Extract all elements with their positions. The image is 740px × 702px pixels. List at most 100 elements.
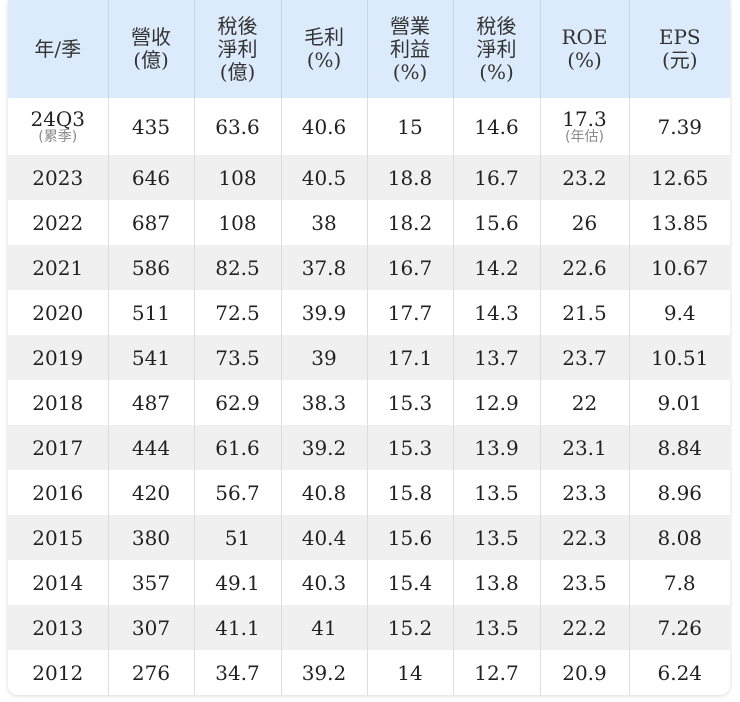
cell-net-income: 62.9 <box>193 380 281 425</box>
cell-net-margin: 13.9 <box>452 425 540 470</box>
cell-eps: 8.08 <box>628 515 730 560</box>
table-row: 2017 444 61.6 39.2 15.3 13.9 23.1 8.84 <box>8 425 730 470</box>
table-row: 2014 357 49.1 40.3 15.4 13.8 23.5 7.8 <box>8 560 730 605</box>
header-line: 稅後 <box>217 13 258 38</box>
cell-period: 2016 <box>32 480 84 505</box>
cell-period: 2020 <box>32 300 84 325</box>
cell-revenue: 380 <box>107 515 194 560</box>
cell-period: 2013 <box>8 605 108 650</box>
cell-roe: 22.6 <box>539 245 629 290</box>
cell-roe: 23.5 <box>539 560 629 605</box>
header-line: ROE <box>561 25 608 49</box>
cell-period: 2015 <box>8 515 108 560</box>
cell-eps: 7.26 <box>628 605 730 650</box>
cell-roe: 22 <box>539 380 629 425</box>
cell-period: 2023 <box>8 155 108 200</box>
cell-gross-margin: 40.5 <box>280 155 367 200</box>
header-line: 稅後 <box>476 13 517 38</box>
cell-gross-margin: 39 <box>280 335 367 380</box>
roe-value: 17.3 <box>562 107 607 131</box>
cell-revenue: 276 <box>107 650 194 695</box>
roe-note: (年估) <box>565 129 604 145</box>
header-eps: EPS (元) <box>628 0 730 98</box>
header-line: (億) <box>219 59 256 84</box>
cell-roe: 22.2 <box>539 605 629 650</box>
cell-eps: 13.85 <box>628 200 730 245</box>
cell-operating-margin: 15 <box>366 98 453 155</box>
cell-net-income: 41.1 <box>193 605 281 650</box>
header-line: 淨利 <box>476 36 517 61</box>
cell-operating-margin: 17.7 <box>366 290 453 335</box>
header-line: (元) <box>661 48 698 72</box>
cell-net-income: 108 <box>193 155 281 200</box>
cell-operating-margin: 15.2 <box>366 605 453 650</box>
cell-net-margin: 14.6 <box>452 98 540 155</box>
cell-revenue: 646 <box>107 155 194 200</box>
cell-eps: 7.39 <box>628 98 730 155</box>
cell-eps: 9.01 <box>628 380 730 425</box>
cell-net-income: 73.5 <box>193 335 281 380</box>
cell-period: 2022 <box>32 210 84 235</box>
cell-period: 2012 <box>32 660 84 685</box>
cell-period: 24Q3 (累季) <box>8 98 108 155</box>
cell-net-income: 61.6 <box>193 425 281 470</box>
cell-gross-margin: 40.4 <box>280 515 367 560</box>
cell-roe: 23.7 <box>539 335 629 380</box>
cell-eps: 6.24 <box>628 650 730 695</box>
table-row: 2023 646 108 40.5 18.8 16.7 23.2 12.65 <box>8 155 730 200</box>
cell-period: 2014 <box>32 570 84 595</box>
cell-operating-margin: 16.7 <box>366 245 453 290</box>
cell-operating-margin: 14 <box>366 650 453 695</box>
table-row: 2013 307 41.1 41 15.2 13.5 22.2 7.26 <box>8 605 730 650</box>
cell-net-margin: 12.9 <box>452 380 540 425</box>
cell-net-margin: 16.7 <box>452 155 540 200</box>
header-gross-margin: 毛利 (%) <box>280 0 367 98</box>
cell-operating-margin: 15.3 <box>366 425 453 470</box>
cell-roe: 23.3 <box>539 470 629 515</box>
cell-net-margin: 13.5 <box>452 470 540 515</box>
table-row: 2016 420 56.7 40.8 15.8 13.5 23.3 8.96 <box>8 470 730 515</box>
cell-period: 2018 <box>32 390 84 415</box>
cell-operating-margin: 15.3 <box>366 380 453 425</box>
cell-net-margin: 14.2 <box>452 245 540 290</box>
cell-net-margin: 13.7 <box>452 335 540 380</box>
header-line: 淨利 <box>217 36 258 61</box>
header-line: (%) <box>392 59 428 84</box>
financial-table-card: 年/季 營收 (億) 稅後 淨利 (億) 毛利 (%) 營業 利益 <box>8 0 730 695</box>
table-row: 2021 586 82.5 37.8 16.7 14.2 22.6 10.67 <box>8 245 730 290</box>
cell-net-income: 108 <box>193 200 281 245</box>
header-operating-margin: 營業 利益 (%) <box>366 0 453 98</box>
cell-revenue: 444 <box>107 425 194 470</box>
header-line: (億) <box>133 48 169 72</box>
cell-eps: 8.84 <box>628 425 730 470</box>
cell-roe: 22.3 <box>539 515 629 560</box>
table-row: 2020 511 72.5 39.9 17.7 14.3 21.5 9.4 <box>8 290 730 335</box>
cell-revenue: 687 <box>107 200 194 245</box>
financial-table: 年/季 營收 (億) 稅後 淨利 (億) 毛利 (%) 營業 利益 <box>8 0 730 695</box>
cell-net-income: 82.5 <box>193 245 281 290</box>
table-row: 2019 541 73.5 39 17.1 13.7 23.7 10.51 <box>8 335 730 380</box>
cell-net-income: 34.7 <box>193 650 281 695</box>
cell-net-margin: 14.3 <box>452 290 540 335</box>
cell-revenue: 435 <box>107 98 194 155</box>
cell-roe: 23.2 <box>539 155 629 200</box>
header-line: 毛利 <box>304 25 344 49</box>
cell-net-income: 56.7 <box>193 470 281 515</box>
cell-gross-margin: 39.9 <box>280 290 367 335</box>
cell-gross-margin: 38 <box>280 200 367 245</box>
cell-operating-margin: 15.6 <box>366 515 453 560</box>
cell-gross-margin: 39.2 <box>280 650 367 695</box>
cell-gross-margin: 39.2 <box>280 425 367 470</box>
header-period: 年/季 <box>8 0 108 98</box>
cell-operating-margin: 17.1 <box>366 335 453 380</box>
table-row: 2022 687 108 38 18.2 15.6 26 13.85 <box>8 200 730 245</box>
cell-net-income: 72.5 <box>193 290 281 335</box>
cell-net-income: 51 <box>193 515 281 560</box>
cell-gross-margin: 40.8 <box>280 470 367 515</box>
cell-revenue: 420 <box>107 470 194 515</box>
header-line: EPS <box>658 25 701 49</box>
cell-roe: 20.9 <box>539 650 629 695</box>
cell-revenue: 541 <box>107 335 194 380</box>
cell-operating-margin: 15.8 <box>366 470 453 515</box>
cell-gross-margin: 40.6 <box>280 98 367 155</box>
